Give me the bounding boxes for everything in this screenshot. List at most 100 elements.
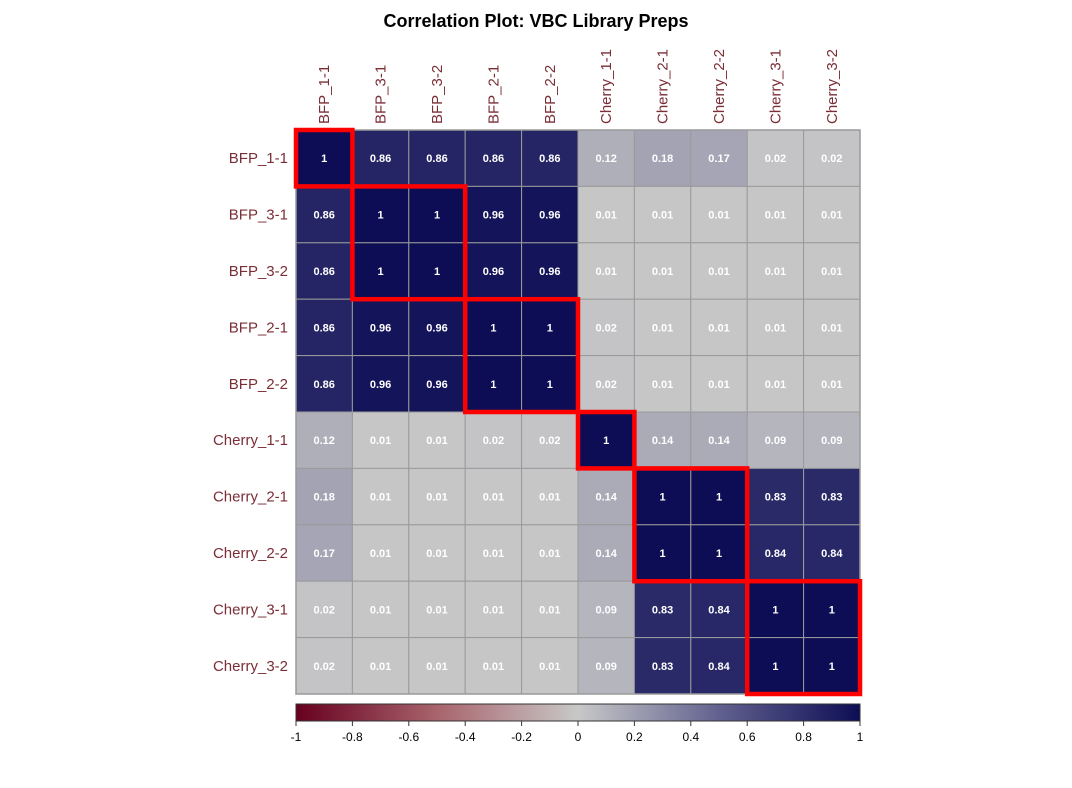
heatmap-cell [746,185,805,244]
cell-value-label: 0.12 [595,153,616,165]
heatmap-cell [351,185,410,244]
heatmap-cell [803,355,861,413]
cell-value-label: 0.14 [652,435,674,447]
cell-value-label: 0.02 [595,322,616,334]
cell-value-label: 0.14 [595,492,617,504]
heatmap-cell [464,185,523,244]
cell-value-label: 0.01 [370,435,391,447]
heatmap-cell [690,355,748,413]
cell-value-label: 1 [434,266,440,278]
cell-value-label: 0.14 [708,435,730,447]
row-label: BFP_3-1 [229,207,288,224]
heatmap-cell [408,242,466,300]
heatmap-cell [690,580,748,639]
heatmap-cell [351,355,410,413]
cell-value-label: 0.01 [708,322,729,334]
cell-value-label: 0.83 [652,661,673,673]
cell-value-label: 0.09 [595,604,616,616]
cell-value-label: 0.01 [652,266,673,278]
cell-value-label: 0.01 [483,661,504,673]
cell-value-label: 0.84 [708,604,730,616]
heatmap-cell [351,524,410,582]
heatmap-cell [577,298,635,357]
cell-value-label: 0.96 [426,322,447,334]
cell-value-label: 0.96 [539,266,560,278]
heatmap-cell [295,637,353,695]
cell-value-label: 0.01 [652,322,673,334]
heatmap-cell [408,580,466,639]
cell-value-label: 0.01 [483,604,504,616]
legend-tick-label: -1 [291,730,302,744]
heatmap-cell [295,129,353,187]
cell-value-label: 1 [490,322,496,334]
cell-value-label: 0.83 [652,604,673,616]
heatmap-cell [746,524,805,582]
heatmap-cell [577,637,635,695]
cell-value-label: 0.01 [708,210,729,222]
heatmap-cell [464,524,523,582]
heatmap-cell [408,524,466,582]
cell-value-label: 1 [378,266,384,278]
cell-value-label: 0.01 [595,266,616,278]
heatmap-cell [746,355,805,413]
cell-value-label: 1 [772,661,778,673]
column-label: BFP_3-2 [429,65,446,124]
cell-value-label: 0.02 [539,435,560,447]
cell-value-label: 0.01 [539,492,560,504]
heatmap-cell [746,411,805,469]
cell-value-label: 0.01 [370,492,391,504]
cluster-box [293,127,355,189]
heatmap-cell [351,242,410,300]
legend-tick-label: 0.6 [739,730,756,744]
heatmap-cell [577,185,635,244]
cell-value-label: 0.01 [595,210,616,222]
cell-value-label: 0.96 [426,379,447,391]
cluster-box [744,578,863,697]
column-label: Cherry_3-2 [824,49,841,124]
cell-value-label: 0.02 [483,435,504,447]
heatmap-cell [633,580,692,639]
chart-title: Correlation Plot: VBC Library Preps [383,11,688,31]
cell-value-label: 0.09 [821,435,842,447]
heatmap-cell [746,242,805,300]
heatmap-cell [690,467,748,526]
legend-tick-label: -0.8 [342,730,363,744]
heatmap-cell [295,467,353,526]
heatmap-cell [295,242,353,300]
cell-value-label: 0.01 [765,322,786,334]
heatmap-cell [690,524,748,582]
heatmap-cell [633,524,692,582]
heatmap-cell [464,411,523,469]
row-label: Cherry_3-2 [213,658,288,675]
cell-value-label: 1 [829,661,835,673]
column-label: BFP_2-1 [485,65,502,124]
cell-value-label: 0.01 [370,548,391,560]
cell-value-label: 0.01 [708,266,729,278]
color-legend-bar [295,703,861,722]
cell-value-label: 0.01 [483,548,504,560]
cell-value-label: 0.17 [313,548,334,560]
legend-tick-label: 0.4 [682,730,699,744]
cell-value-label: 1 [321,153,327,165]
heatmap-cell [577,355,635,413]
heatmap-cell [633,355,692,413]
heatmap-cell [746,580,805,639]
heatmap-cell [521,637,579,695]
heatmap-cell [803,298,861,357]
cell-value-label: 1 [378,210,384,222]
heatmap-cell [633,298,692,357]
heatmap-cell [690,129,748,187]
cell-value-label: 0.01 [652,379,673,391]
cell-value-label: 0.86 [313,322,334,334]
heatmap-cell [521,242,579,300]
cell-value-label: 0.84 [821,548,843,560]
cell-value-label: 1 [547,379,553,391]
cell-value-label: 0.01 [821,379,842,391]
heatmap-cell [521,355,579,413]
cell-value-label: 0.01 [708,379,729,391]
cell-value-label: 0.01 [426,492,447,504]
cell-value-label: 0.83 [765,492,786,504]
heatmap-cell [521,580,579,639]
row-label: BFP_2-2 [229,376,288,393]
